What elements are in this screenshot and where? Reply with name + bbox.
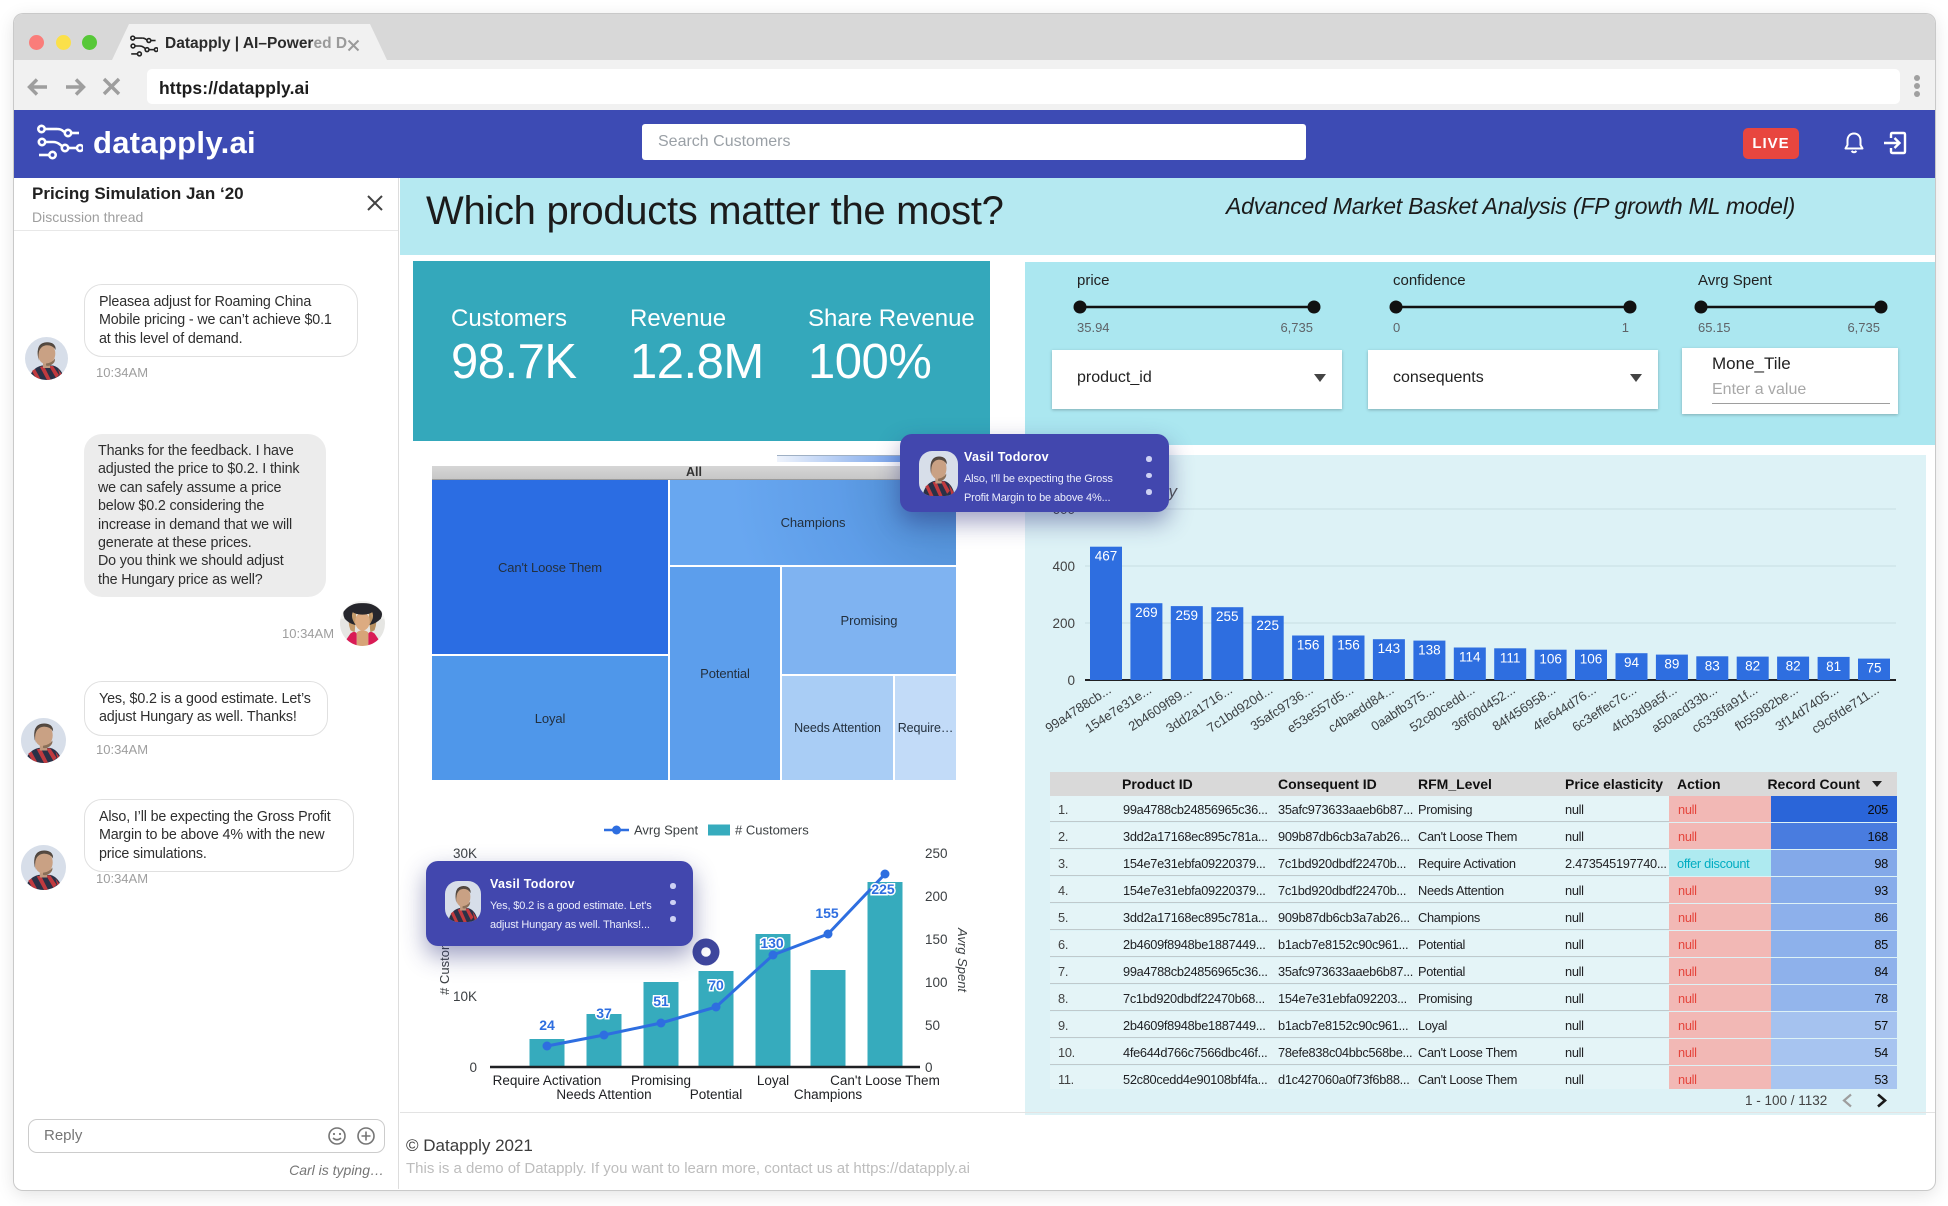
svg-text:225: 225	[1256, 618, 1279, 633]
svg-text:Potential: Potential	[690, 1087, 743, 1102]
svg-text:83: 83	[1705, 658, 1720, 673]
svg-text:269: 269	[1135, 605, 1158, 620]
svg-text:37: 37	[596, 1005, 612, 1021]
svg-text:143: 143	[1378, 641, 1401, 656]
svg-text:255: 255	[1216, 609, 1239, 624]
svg-text:# Customers: # Customers	[735, 823, 809, 838]
svg-text:Needs Attention: Needs Attention	[556, 1087, 651, 1102]
svg-text:0: 0	[1067, 673, 1075, 688]
svg-text:Loyal: Loyal	[757, 1073, 789, 1088]
svg-text:82: 82	[1786, 659, 1801, 674]
svg-text:Require Activation: Require Activation	[493, 1073, 602, 1088]
svg-text:200: 200	[925, 889, 948, 904]
svg-text:Promising: Promising	[631, 1073, 691, 1088]
svg-text:130: 130	[760, 935, 784, 951]
svg-text:81: 81	[1826, 659, 1841, 674]
svg-text:106: 106	[1580, 652, 1603, 667]
svg-text:51: 51	[653, 993, 669, 1009]
svg-text:114: 114	[1459, 650, 1481, 665]
svg-text:156: 156	[1337, 638, 1360, 653]
svg-text:0: 0	[469, 1060, 477, 1075]
svg-text:Avrg Spent: Avrg Spent	[634, 823, 698, 838]
svg-text:70: 70	[708, 977, 724, 993]
svg-text:400: 400	[1052, 559, 1075, 574]
svg-text:Avrg Spent: Avrg Spent	[955, 927, 970, 993]
svg-text:150: 150	[925, 932, 948, 947]
svg-text:259: 259	[1176, 608, 1199, 623]
svg-text:467: 467	[1095, 549, 1118, 564]
svg-text:30K: 30K	[453, 846, 477, 861]
svg-text:Champions: Champions	[794, 1087, 863, 1102]
svg-text:24: 24	[539, 1017, 555, 1033]
svg-text:75: 75	[1866, 661, 1881, 676]
svg-text:155: 155	[815, 905, 839, 921]
svg-text:156: 156	[1297, 638, 1320, 653]
svg-text:89: 89	[1664, 657, 1679, 672]
svg-text:82: 82	[1745, 659, 1760, 674]
svg-text:0: 0	[925, 1060, 933, 1075]
svg-text:106: 106	[1539, 652, 1562, 667]
svg-text:200: 200	[1052, 616, 1075, 631]
svg-text:250: 250	[925, 846, 948, 861]
svg-text:138: 138	[1418, 643, 1441, 658]
svg-text:94: 94	[1624, 655, 1640, 670]
svg-text:Can't Loose Them: Can't Loose Them	[830, 1073, 940, 1088]
svg-text:111: 111	[1500, 650, 1521, 665]
svg-text:225: 225	[871, 881, 895, 897]
svg-text:50: 50	[925, 1018, 940, 1033]
svg-text:100: 100	[925, 975, 948, 990]
svg-text:10K: 10K	[453, 989, 477, 1004]
